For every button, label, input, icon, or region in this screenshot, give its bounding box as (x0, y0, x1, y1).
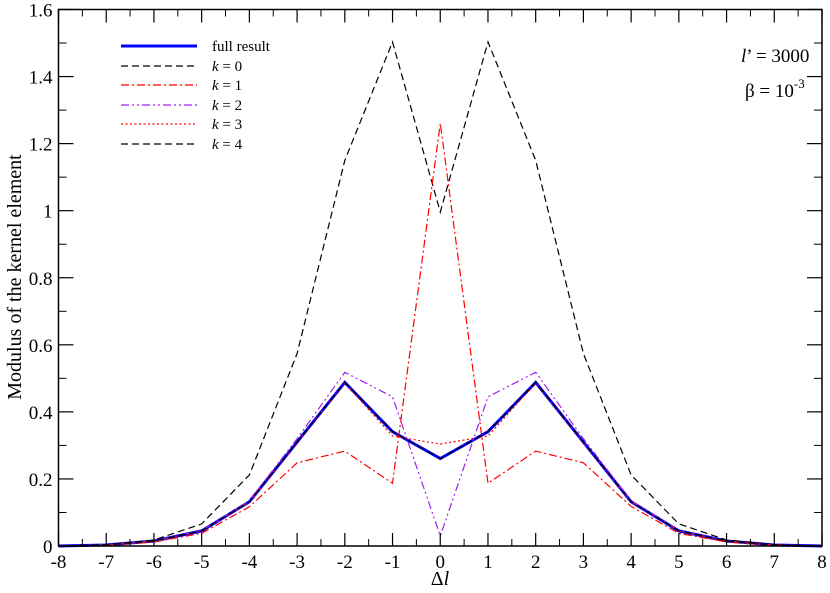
y-tick-label: 1.2 (29, 135, 53, 156)
series-line-2 (58, 123, 823, 547)
x-tick-label: -4 (241, 552, 257, 573)
legend: full result k = 0 k = 1 k = 2 k = 3 k = 4 (121, 39, 271, 153)
x-tick-label: 6 (722, 552, 732, 573)
x-tick-label: 5 (674, 552, 684, 573)
x-tick-label: -2 (337, 552, 353, 573)
legend-label-0: full result (212, 39, 271, 55)
y-tick-label: 1.6 (29, 1, 53, 22)
legend-label-4: k = 3 (212, 117, 242, 133)
y-tick-label: 0 (43, 537, 53, 558)
annotation-lprime: l’ = 3000 (741, 46, 809, 67)
series-line-5 (58, 381, 823, 547)
x-tick-label: -1 (385, 552, 401, 573)
legend-label-3: k = 2 (212, 98, 242, 114)
x-tick-label: 8 (817, 552, 827, 573)
y-tick-label: 1.4 (29, 68, 53, 89)
legend-label-2: k = 1 (212, 78, 242, 94)
y-tick-label: 0.6 (29, 336, 53, 357)
y-tick-label: 0.8 (29, 269, 53, 290)
y-tick-label: 1 (43, 202, 53, 223)
y-axis-title: Modulus of the kernel element (4, 154, 26, 400)
x-tick-label: 2 (531, 552, 541, 573)
x-tick-label: 7 (770, 552, 780, 573)
legend-label-5: k = 4 (212, 137, 243, 153)
y-tick-label: 0.2 (29, 470, 53, 491)
plot-frame (57, 8, 823, 547)
axis-ticks (57, 8, 823, 547)
series-line-3 (58, 371, 823, 547)
x-tick-label: -6 (146, 552, 162, 573)
legend-label-1: k = 0 (212, 59, 242, 75)
x-tick-label: 4 (626, 552, 636, 573)
x-tick-label: -5 (194, 552, 210, 573)
series-line-0 (58, 380, 823, 548)
x-tick-label: -3 (289, 552, 305, 573)
annotation-beta: β = 10-3 (745, 76, 805, 102)
x-tick-label: 1 (483, 552, 493, 573)
axis-tick-labels: -8 -7 -6 -5 -4 -3 -2 -1 0 1 2 3 4 5 6 7 8 0 0.2 0.4 0.6 0.8 1 1… (29, 1, 827, 574)
x-tick-label: 0 (436, 552, 446, 573)
series-line-1 (58, 40, 823, 547)
series-line-4 (58, 382, 823, 547)
x-tick-label: 3 (579, 552, 589, 573)
x-tick-label: -8 (51, 552, 67, 573)
y-tick-label: 0.4 (29, 403, 53, 424)
plot-lines (58, 40, 823, 548)
x-tick-label: -7 (98, 552, 114, 573)
x-axis-title: Δl (431, 568, 450, 590)
